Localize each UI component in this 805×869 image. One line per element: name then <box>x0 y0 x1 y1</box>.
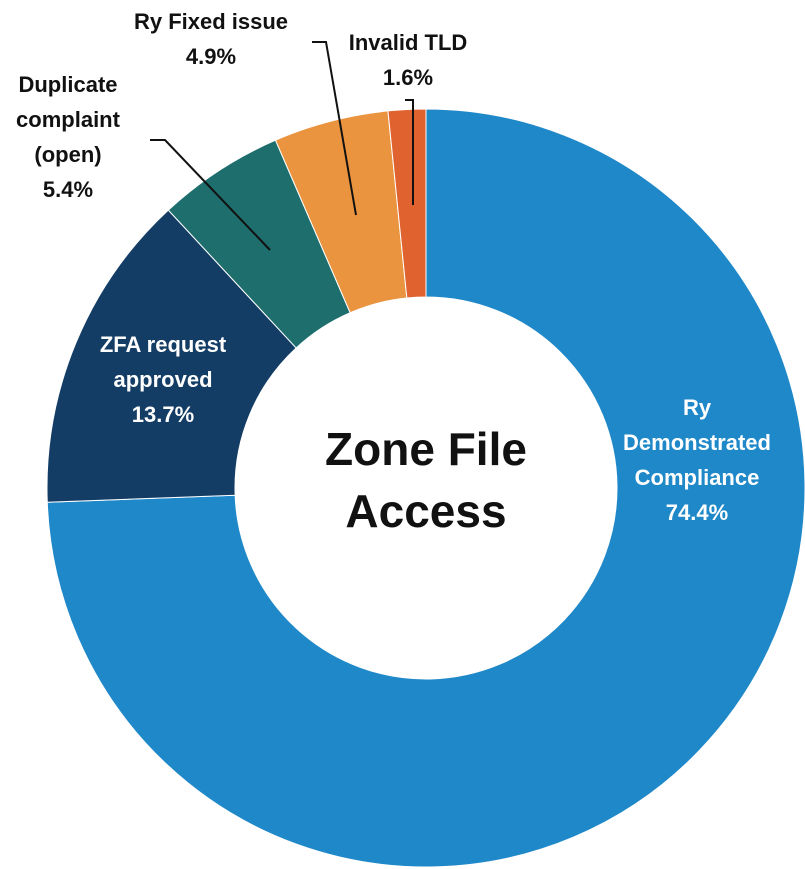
value-label: 74.4% <box>665 500 729 525</box>
leader-line <box>150 139 271 251</box>
category-label: Ry Demonstrated Compliance <box>623 395 771 490</box>
slice-label: Invalid TLD 1.6% <box>328 25 488 95</box>
category-label: Ry Fixed issue <box>133 9 289 34</box>
value-label: 13.7% <box>131 402 195 427</box>
slice-label: ZFA request approved 13.7% <box>76 327 251 432</box>
slice <box>46 209 297 503</box>
leader-line <box>405 99 414 205</box>
slice-label: Ry Fixed issue 4.9% <box>96 4 326 74</box>
category-label: ZFA request approved <box>99 332 227 392</box>
chart-title: Zone File Access <box>325 423 527 537</box>
leader-line <box>312 41 357 216</box>
slice <box>46 108 805 868</box>
value-label: 4.9% <box>185 44 237 69</box>
value-label: 1.6% <box>382 65 434 90</box>
slice-label: Ry Demonstrated Compliance 74.4% <box>612 390 782 530</box>
slice-label: Duplicate complaint (open) 5.4% <box>2 67 134 207</box>
category-label: Invalid TLD <box>348 30 468 55</box>
slice <box>387 108 427 299</box>
value-label: 5.4% <box>42 177 94 202</box>
category-label: Duplicate complaint (open) <box>16 72 120 167</box>
